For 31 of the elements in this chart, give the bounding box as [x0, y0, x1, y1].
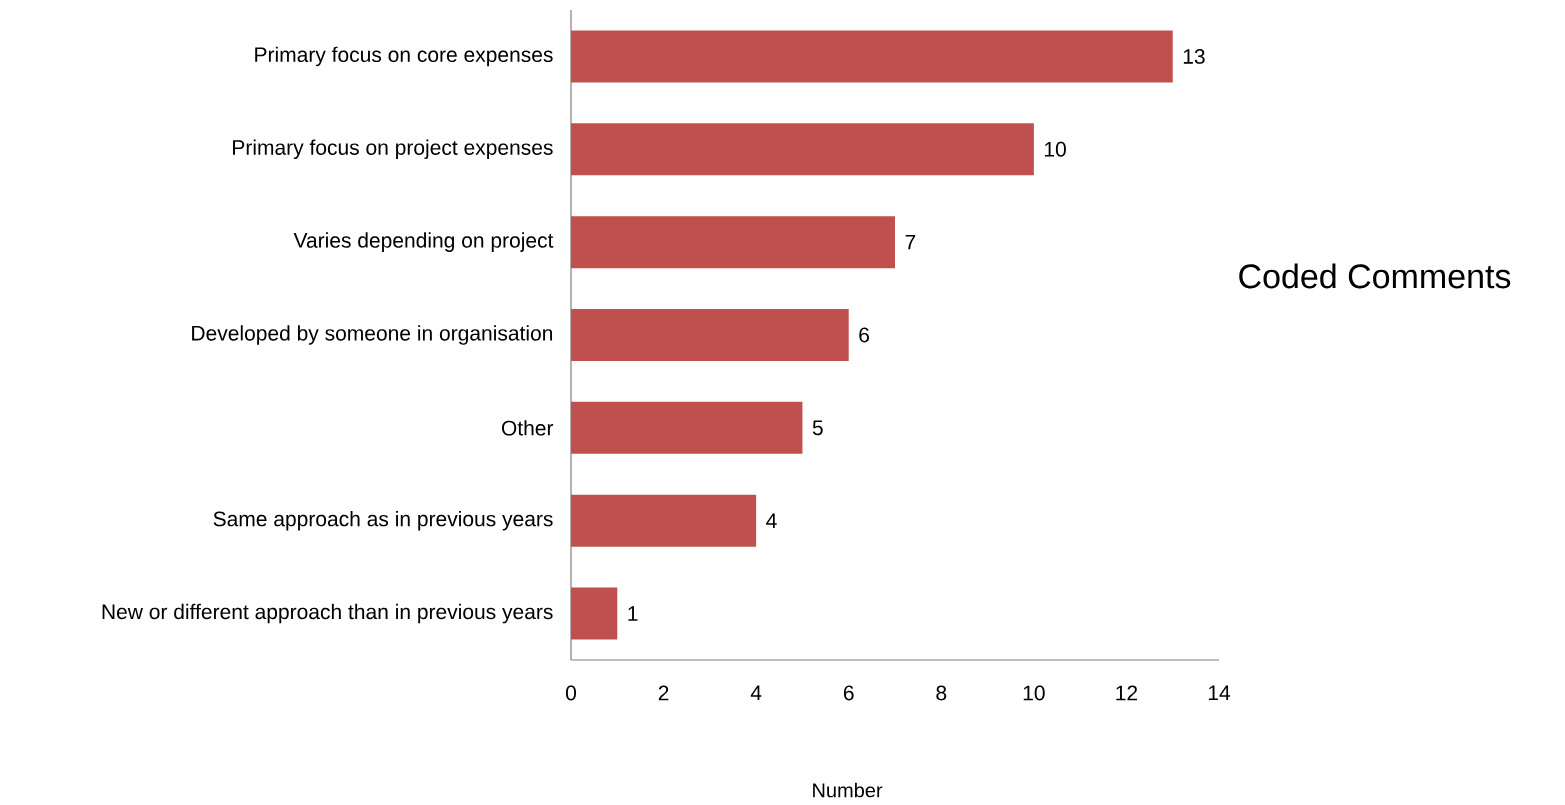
y-tick-label: Developed by someone in organisation — [192, 325, 553, 345]
y-tick-label: Primary focus on core expenses — [255, 46, 553, 67]
x-tick-label: 14 — [1208, 685, 1231, 700]
bar — [571, 30, 1173, 83]
y-tick-label: Other — [501, 420, 554, 436]
bar — [571, 216, 895, 269]
x-axis-title: Number — [813, 782, 883, 798]
x-tick-label: 2 — [658, 685, 669, 701]
x-tick-label: 4 — [750, 685, 762, 700]
y-tick-label: Same approach as in previous years — [213, 510, 553, 531]
x-tick-label: 8 — [936, 685, 947, 701]
data-label: 6 — [859, 327, 869, 343]
data-label: 1 — [628, 606, 638, 621]
data-label: 10 — [1044, 141, 1066, 157]
text: Coded Comments — [1239, 263, 1511, 289]
bar — [571, 587, 618, 640]
data-label: 4 — [766, 513, 777, 528]
data-label: 13 — [1183, 49, 1205, 64]
bar — [571, 309, 849, 361]
x-tick-label: 6 — [843, 685, 854, 701]
data-label: 5 — [812, 420, 823, 436]
x-tick-label: 0 — [565, 685, 577, 701]
data-label: 7 — [905, 234, 916, 250]
bar — [571, 123, 1034, 176]
x-tick-label: 10 — [1023, 685, 1045, 701]
y-tick-label: Varies depending on project — [293, 232, 554, 252]
x-tick-label: 12 — [1116, 685, 1138, 701]
y-tick-label: New or different approach than in previous years — [102, 603, 553, 624]
y-tick-label: Primary focus on project expenses — [233, 139, 553, 160]
bar — [571, 401, 803, 454]
bar — [571, 494, 757, 547]
